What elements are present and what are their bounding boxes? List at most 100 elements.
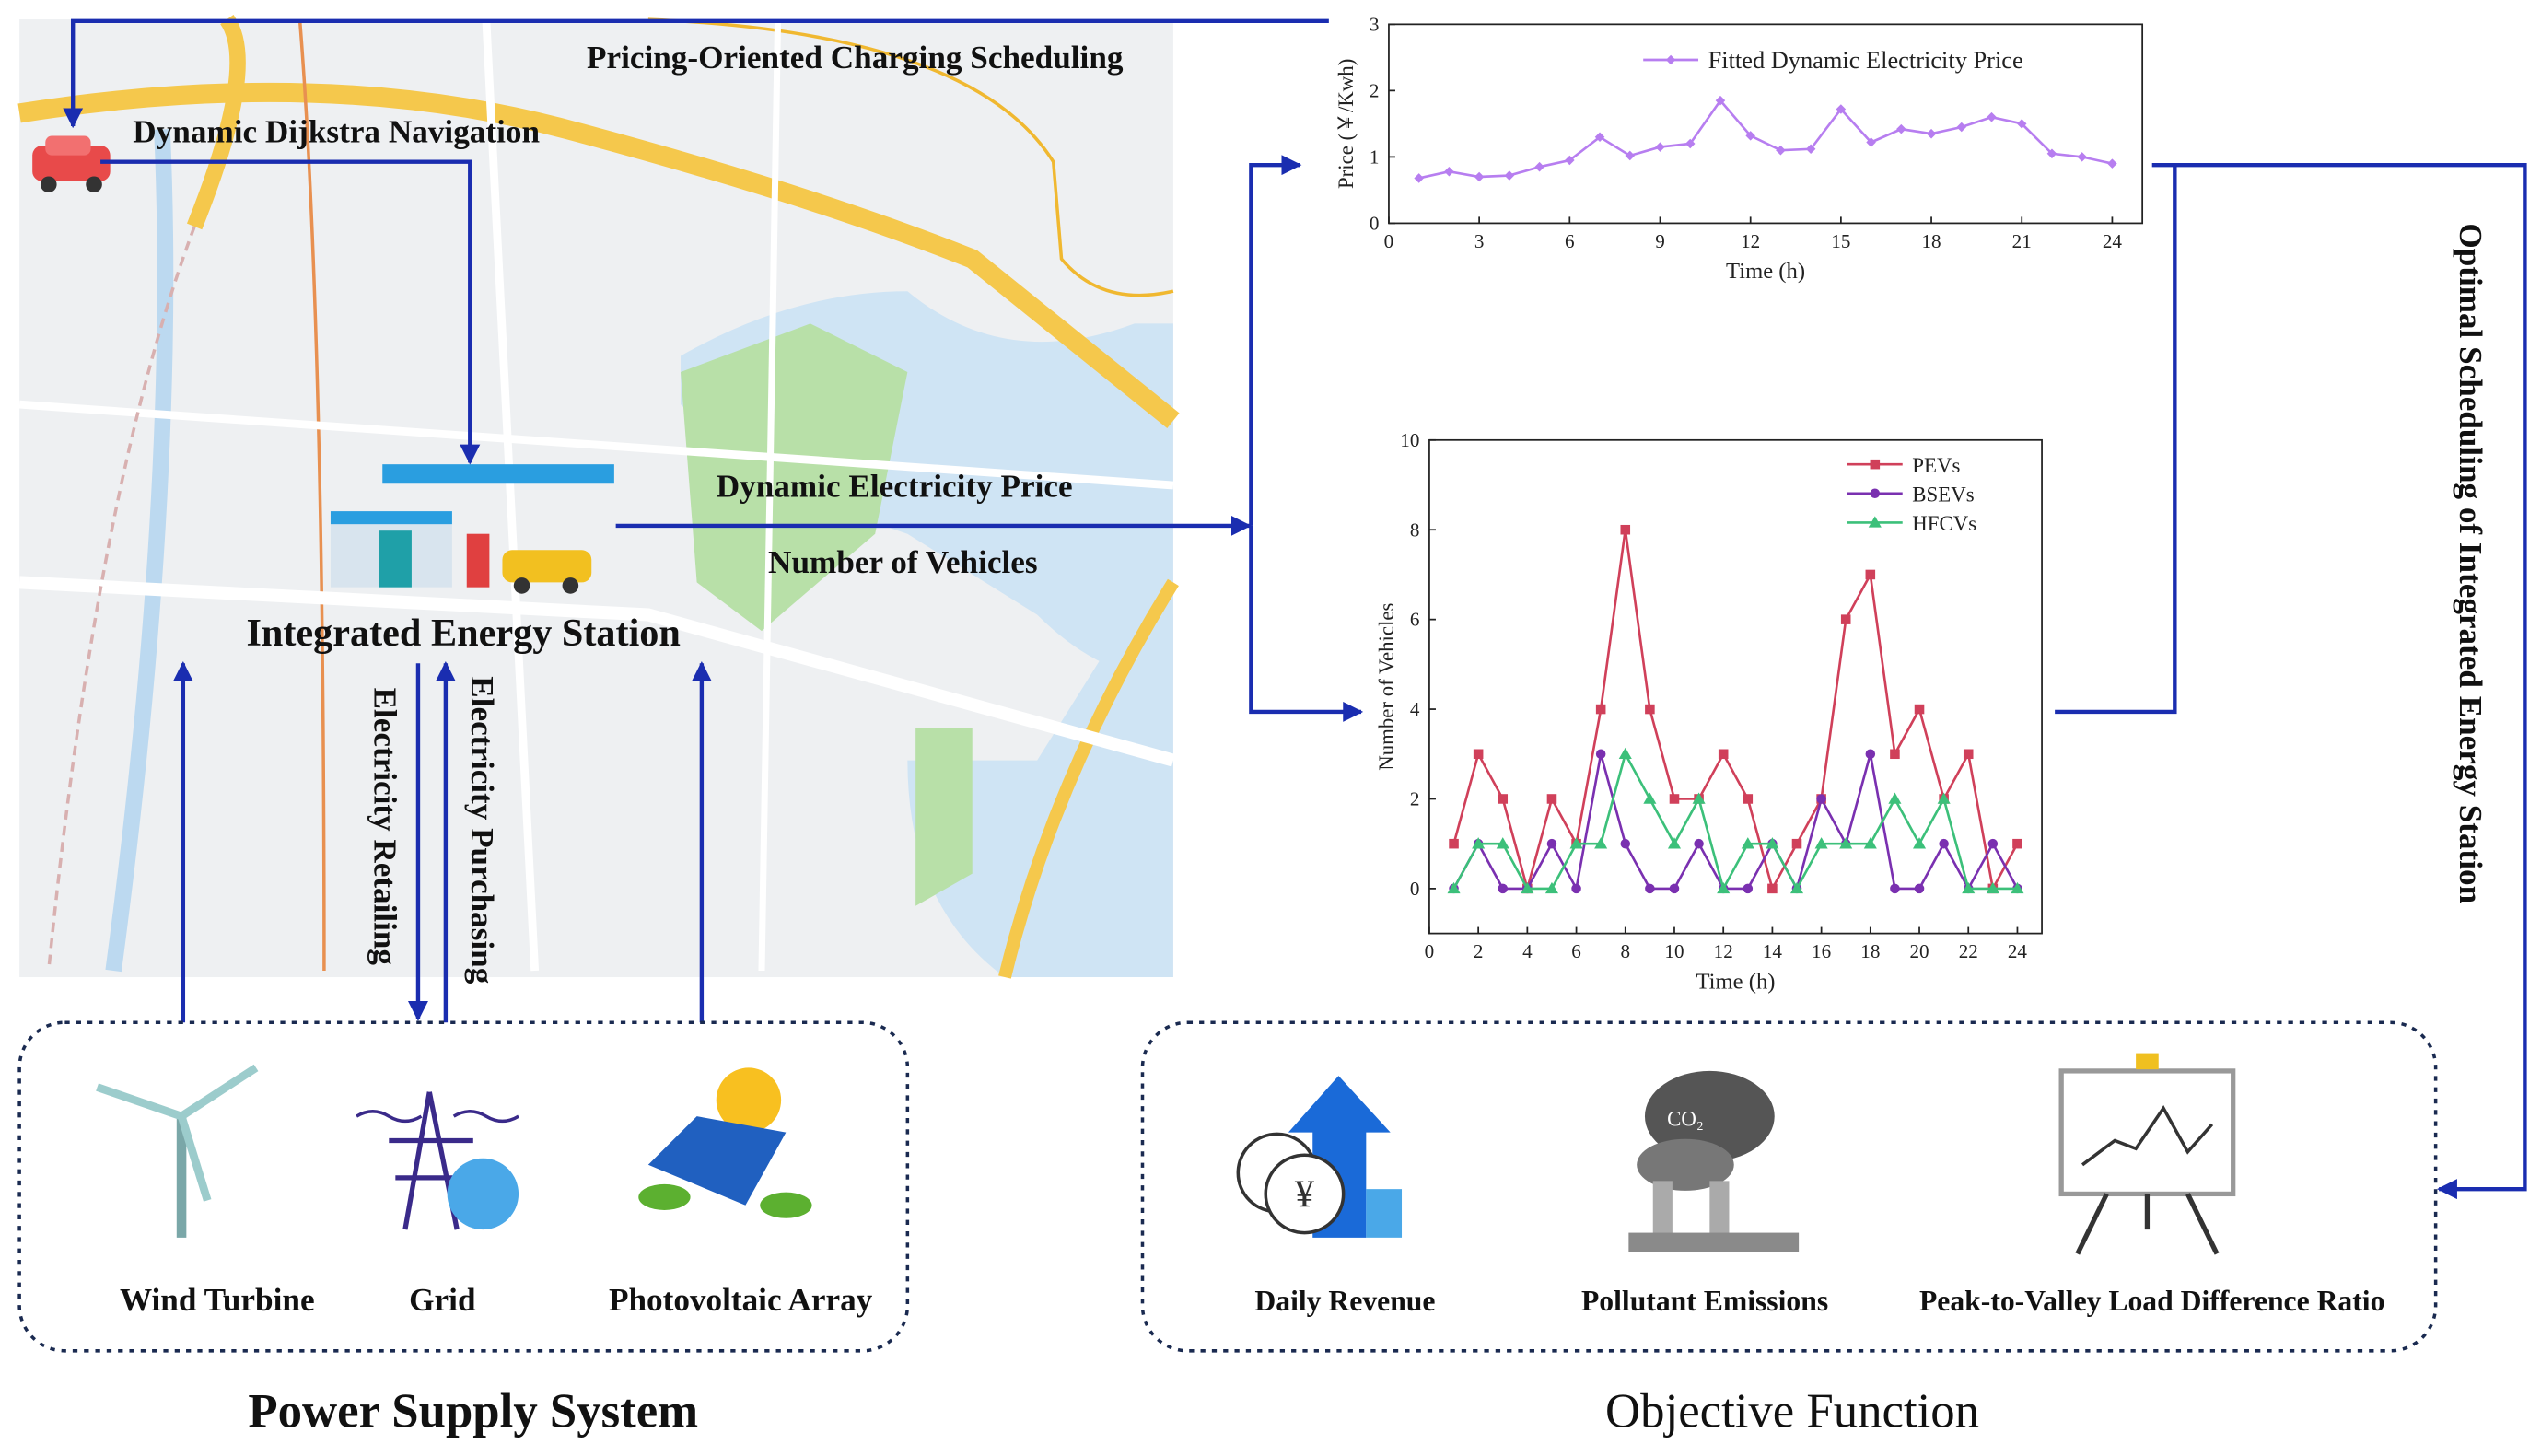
- point: [1620, 524, 1631, 535]
- plot-frame: [1388, 23, 2144, 225]
- series-line: [1452, 751, 2018, 892]
- plot-frame: [1428, 438, 2043, 935]
- supply-item: Grid: [409, 1282, 476, 1318]
- point: [1534, 161, 1544, 172]
- y-tick-label: 4: [1410, 698, 1420, 720]
- point: [1863, 837, 1877, 849]
- point: [1521, 881, 1534, 894]
- point: [2046, 148, 2057, 159]
- point: [1865, 749, 1876, 760]
- point: [1962, 881, 1976, 894]
- annotation: Number of Vehicles: [768, 544, 1038, 580]
- annotation: Dynamic Electricity Price: [717, 468, 1073, 504]
- x-tick-label: 24: [2008, 940, 2028, 962]
- y-tick-label: 0: [1410, 878, 1420, 900]
- map: [17, 14, 1180, 979]
- point: [1890, 749, 1900, 760]
- x-tick-label: 6: [1565, 230, 1575, 252]
- point: [1767, 883, 1778, 894]
- point: [1890, 883, 1900, 894]
- legend-marker: [1870, 488, 1881, 499]
- point: [1544, 881, 1558, 894]
- x-tick-label: 20: [1909, 940, 1929, 962]
- point: [1816, 794, 1826, 804]
- point: [1546, 838, 1557, 849]
- series-line: [1452, 753, 2019, 892]
- point: [1888, 792, 1902, 804]
- objective-item: Pollutant Emissions: [1581, 1285, 1828, 1317]
- flow-arrow: [1249, 155, 1302, 526]
- x-tick-label: 18: [1860, 940, 1880, 962]
- point: [1474, 171, 1485, 182]
- flow-arrow: [1249, 525, 1364, 722]
- legend-marker: [1665, 54, 1676, 65]
- point: [2077, 152, 2087, 162]
- point: [1896, 123, 1906, 134]
- point: [1669, 794, 1680, 804]
- point: [1473, 749, 1484, 760]
- point: [1655, 142, 1665, 152]
- x-tick-label: 16: [1812, 940, 1831, 962]
- point: [1937, 792, 1951, 804]
- y-axis-title: Price (￥/Kwh): [1335, 59, 1358, 189]
- point: [1743, 883, 1754, 894]
- point: [1963, 749, 1974, 760]
- point: [1743, 794, 1754, 804]
- point: [1444, 166, 1454, 177]
- point: [1546, 794, 1557, 804]
- objective-item: Peak-to-Valley Load Difference Ratio: [1919, 1285, 2384, 1317]
- x-tick-label: 2: [1474, 940, 1484, 962]
- series: Fitted Dynamic Electricity Price: [1414, 47, 2117, 183]
- objective-item: Daily Revenue: [1254, 1285, 1435, 1317]
- series-line: [1452, 530, 2019, 893]
- legend-label: HFCVs: [1912, 512, 1976, 535]
- point: [1840, 614, 1851, 624]
- point: [1595, 704, 1606, 715]
- x-tick-label: 15: [1831, 230, 1850, 252]
- co2-label: CO₂: [1667, 1108, 1704, 1131]
- point: [1694, 838, 1704, 849]
- point: [1447, 881, 1461, 894]
- point: [1498, 883, 1509, 894]
- x-tick-label: 6: [1571, 940, 1581, 962]
- point: [1791, 838, 1802, 849]
- point: [1956, 122, 1967, 133]
- x-axis-title: Time (h): [1696, 969, 1775, 994]
- supply-item: Photovoltaic Array: [609, 1282, 873, 1318]
- x-tick-label: 18: [1922, 230, 1941, 252]
- point: [1836, 104, 1847, 114]
- point: [1741, 837, 1754, 849]
- point: [1625, 150, 1636, 161]
- x-tick-label: 14: [1763, 940, 1783, 962]
- y-tick-label: 10: [1400, 429, 1419, 451]
- point: [1472, 837, 1486, 849]
- x-tick-label: 21: [2012, 230, 2032, 252]
- objective-box: [1140, 1020, 2438, 1353]
- point: [1814, 837, 1828, 849]
- point: [1618, 747, 1632, 760]
- x-tick-label: 12: [1714, 940, 1733, 962]
- annotation: Electricity Purchasing: [464, 676, 500, 984]
- x-tick-label: 0: [1384, 230, 1394, 252]
- annotation: Electricity Retailing: [367, 688, 402, 966]
- supply-box: [17, 1020, 910, 1353]
- point: [1645, 704, 1655, 715]
- flow-arrow: [2151, 162, 2527, 1200]
- icons: ¥ CO₂: [96, 1053, 2236, 1255]
- series: BSEVs: [1449, 483, 2022, 894]
- point: [1620, 838, 1631, 849]
- point: [1594, 837, 1608, 849]
- annotation: Pricing-Oriented Charging Scheduling: [587, 40, 1124, 76]
- point: [1914, 704, 1925, 715]
- x-tick-label: 9: [1655, 230, 1665, 252]
- legend-label: PEVs: [1912, 454, 1960, 477]
- x-tick-label: 10: [1664, 940, 1684, 962]
- y-axis-title: Number of Vehicles: [1375, 603, 1398, 771]
- point: [1839, 837, 1853, 849]
- x-tick-label: 3: [1474, 230, 1485, 252]
- x-tick-label: 24: [2103, 230, 2123, 252]
- point: [1914, 883, 1925, 894]
- point: [1789, 881, 1804, 894]
- point: [1645, 883, 1655, 894]
